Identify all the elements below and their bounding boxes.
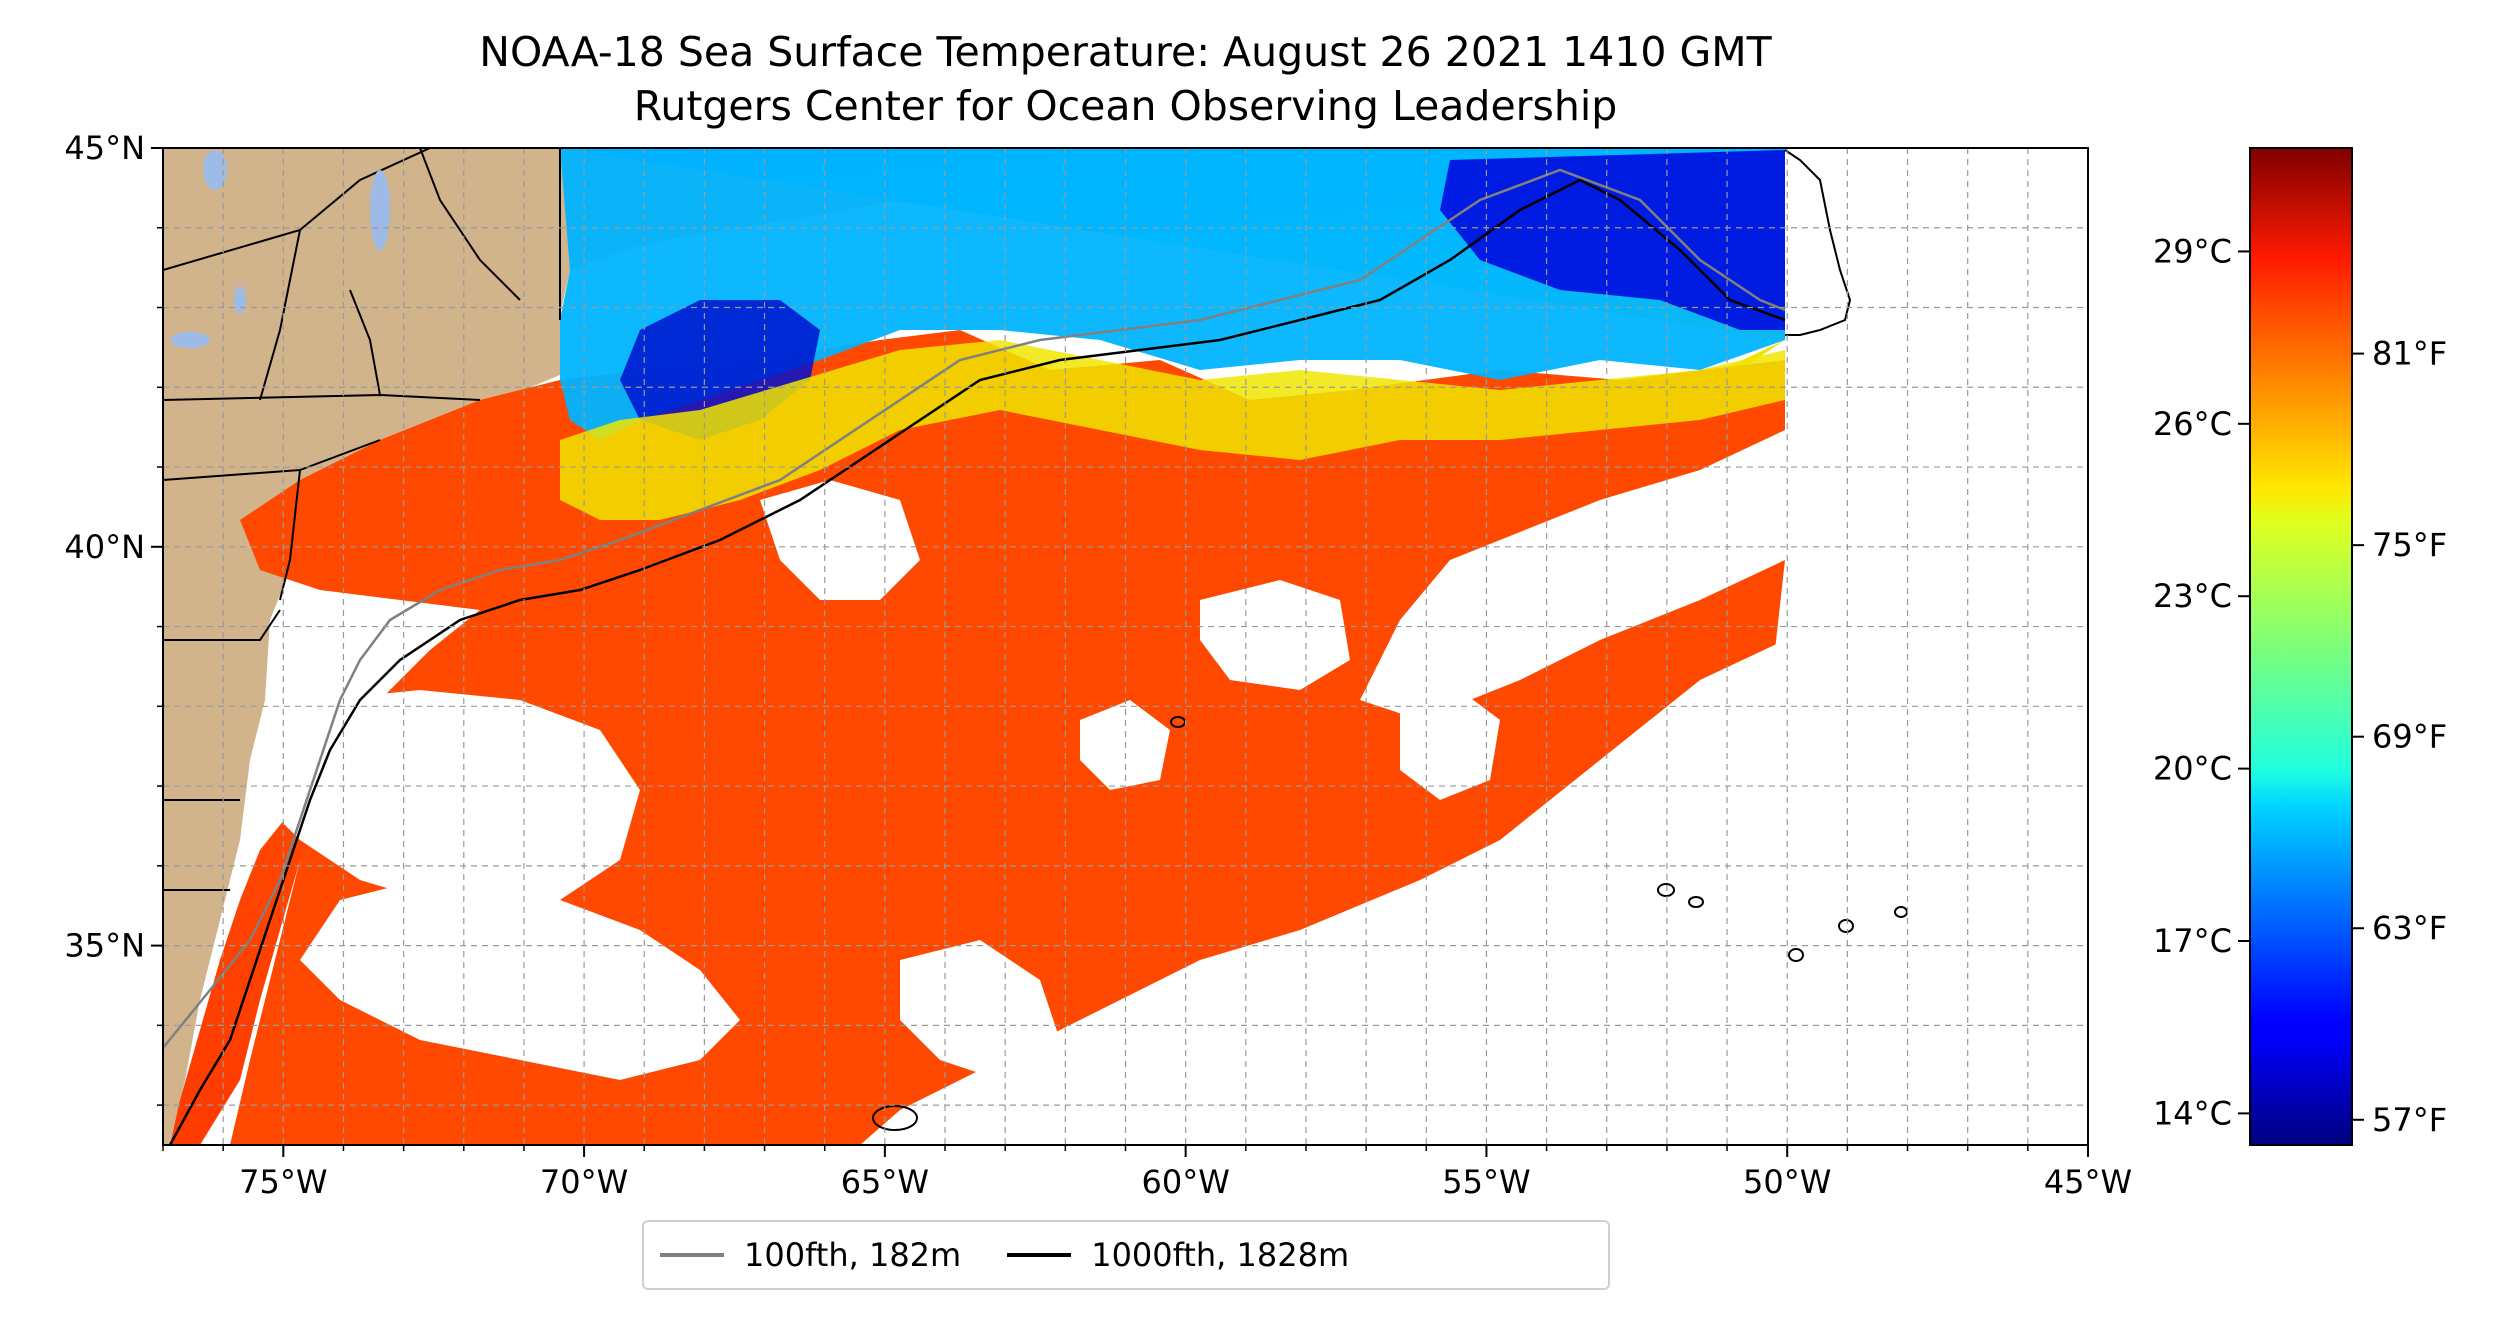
colorbar [2249,147,2353,1146]
colorbar-celsius-label: 14°C [2153,1094,2232,1132]
lon-tick-label: 45°W [2044,1163,2132,1201]
lon-tick-label: 50°W [1743,1163,1831,1201]
lon-tick-label: 65°W [841,1163,929,1201]
colorbar-celsius-label: 26°C [2153,405,2232,443]
contour-legend: 100fth, 182m 1000fth, 1828m [642,1220,1610,1290]
inland-lakes [170,150,390,348]
colorbar-celsius-label: 29°C [2153,232,2232,270]
lat-tick-label: 45°N [64,129,145,167]
legend-item-1000fth: 1000fth, 1828m [1007,1236,1349,1274]
sst-yellow-band [560,340,1785,520]
lat-tick-label: 40°N [64,528,145,566]
state-borders [163,148,561,891]
gridlines [163,148,2088,1145]
sst-north-deep [1440,150,1785,330]
lon-tick-label: 70°W [540,1163,628,1201]
map-subtitle: Rutgers Center for Ocean Observing Leade… [633,82,1618,130]
colorbar-fahrenheit-label: 75°F [2372,526,2447,564]
colorbar-ticks: 29°C 26°C 23°C 20°C 17°C 14°C 81°F 75°F 69°F 63°F… [2153,232,2447,1138]
no-data-east [1785,148,2088,1145]
map-axis-ticks: 75°W 70°W 65°W 60°W 55°W 50°W 45°W 45°N 40°N 35°N [64,129,2132,1201]
colorbar-celsius-label: 17°C [2153,922,2232,960]
colorbar-celsius-label: 23°C [2153,577,2232,615]
colorbar-fahrenheit-label: 81°F [2372,335,2447,373]
colorbar-fahrenheit-label: 57°F [2372,1101,2447,1139]
legend-swatch-gray [660,1253,724,1257]
lon-tick-label: 60°W [1141,1163,1229,1201]
contour-100fth [163,168,1786,1049]
colorbar-fahrenheit-label: 69°F [2372,718,2447,756]
lon-tick-label: 75°W [239,1163,327,1201]
legend-item-100fth: 100fth, 182m [660,1236,961,1274]
lat-tick-label: 35°N [64,927,145,965]
contour-1000fth [168,178,1786,1145]
legend-swatch-black [1007,1253,1072,1257]
no-data-regions [260,430,1785,1145]
land-area [163,148,1040,1145]
legend-label: 1000fth, 1828m [1091,1236,1350,1274]
nova-scotia-coast [1784,149,1852,336]
lon-tick-label: 55°W [1442,1163,1530,1201]
legend-label: 100fth, 182m [744,1236,962,1274]
colorbar-fahrenheit-label: 63°F [2372,909,2447,947]
colorbar-celsius-label: 20°C [2153,750,2232,788]
map-title: NOAA-18 Sea Surface Temperature: August … [479,28,1772,76]
